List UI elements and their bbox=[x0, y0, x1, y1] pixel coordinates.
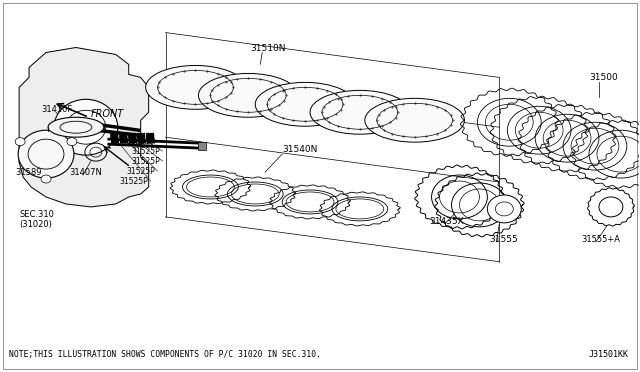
Ellipse shape bbox=[146, 65, 245, 109]
Text: 31555: 31555 bbox=[490, 235, 518, 244]
Text: 31500: 31500 bbox=[589, 73, 618, 82]
Ellipse shape bbox=[310, 90, 410, 134]
Text: 31525P: 31525P bbox=[120, 177, 148, 186]
Ellipse shape bbox=[48, 117, 104, 137]
Text: 31407N: 31407N bbox=[69, 168, 102, 177]
Text: J31501KK: J31501KK bbox=[589, 350, 629, 359]
Ellipse shape bbox=[18, 130, 74, 178]
Ellipse shape bbox=[365, 98, 465, 142]
Text: 31540N: 31540N bbox=[282, 145, 317, 154]
Text: NOTE;THIS ILLUSTRATION SHOWS COMPONENTS OF P/C 31020 IN SEC.310.: NOTE;THIS ILLUSTRATION SHOWS COMPONENTS … bbox=[9, 350, 321, 359]
Text: 31555+A: 31555+A bbox=[581, 235, 620, 244]
Text: 31589: 31589 bbox=[15, 168, 42, 177]
Ellipse shape bbox=[67, 138, 77, 146]
Ellipse shape bbox=[41, 175, 51, 183]
Ellipse shape bbox=[488, 195, 521, 223]
Text: 31410F: 31410F bbox=[41, 105, 72, 114]
Ellipse shape bbox=[198, 73, 298, 117]
Ellipse shape bbox=[255, 82, 355, 126]
Text: 31525P: 31525P bbox=[127, 167, 156, 176]
Text: 31525P: 31525P bbox=[127, 137, 156, 146]
Text: FRONT: FRONT bbox=[91, 109, 124, 119]
Text: 31435X: 31435X bbox=[429, 217, 465, 226]
Text: SEC.310
(31020): SEC.310 (31020) bbox=[19, 210, 54, 229]
Text: 31525P: 31525P bbox=[132, 147, 161, 156]
Text: 31525P: 31525P bbox=[132, 157, 161, 166]
Bar bbox=[198, 142, 207, 150]
Ellipse shape bbox=[54, 99, 118, 155]
Polygon shape bbox=[19, 48, 148, 207]
Text: 31510N: 31510N bbox=[250, 44, 286, 52]
Ellipse shape bbox=[15, 138, 25, 146]
